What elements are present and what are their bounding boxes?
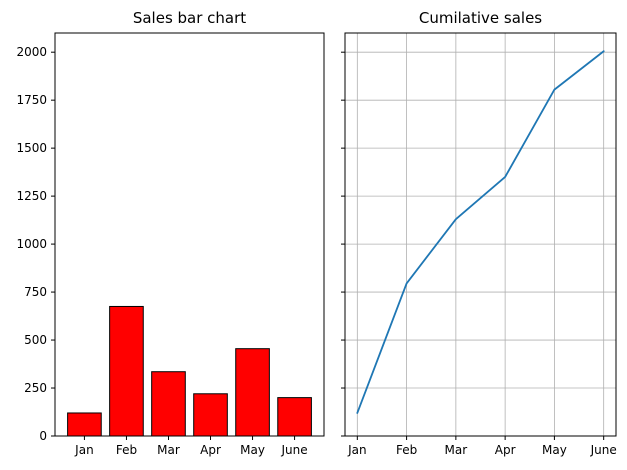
bar-chart-bars [67,305,312,437]
line-chart-ticks [341,51,605,440]
bar-chart-x-tick-labels: Jan Feb Mar Apr May June [74,443,307,457]
bar-y-tick-label: 250 [24,381,47,395]
line-x-tick-label: May [542,443,567,457]
bar-apr [193,393,228,437]
line-x-tick-label: Feb [396,443,417,457]
line-x-tick-label: Jan [347,443,367,457]
bar-x-tick-label: Apr [200,443,221,457]
line-chart-series [356,50,605,414]
bar-june [277,397,312,437]
bar-x-tick-label: June [281,443,308,457]
bar-x-tick-label: Mar [157,443,180,457]
bar-chart-title: Sales bar chart [133,9,246,27]
bar-y-tick-label: 750 [24,285,47,299]
bar-y-tick-label: 1750 [16,93,47,107]
line-chart-frame [344,32,617,437]
bar-chart-frame [54,32,325,437]
bar-chart-y-tick-labels: 0 250 500 750 1000 1250 1500 1750 2000 [16,45,47,443]
bar-y-tick-label: 1500 [16,141,47,155]
bar-x-tick-label: Jan [74,443,94,457]
line-x-tick-label: June [590,443,617,457]
bar-chart-panel: Sales bar chart 0 250 500 750 1000 1250 1500 17… [16,9,325,457]
bar-y-tick-label: 1250 [16,189,47,203]
bar-x-tick-label: Feb [116,443,137,457]
bar-feb [109,305,144,437]
bar-y-tick-label: 2000 [16,45,47,59]
bar-y-tick-label: 500 [24,333,47,347]
bar-jan [67,412,102,437]
bar-y-tick-label: 0 [39,429,47,443]
bar-chart-ticks [51,51,296,440]
bar-x-tick-label: May [240,443,265,457]
bar-may [235,348,270,437]
bar-mar [151,371,186,437]
line-chart-x-tick-labels: Jan Feb Mar Apr May June [347,443,617,457]
bar-y-tick-label: 1000 [16,237,47,251]
line-chart-title: Cumilative sales [419,9,542,27]
line-chart-panel: Cumilative sales Jan Feb Mar Apr May June [341,9,617,457]
line-x-tick-label: Mar [445,443,468,457]
line-x-tick-label: Apr [495,443,516,457]
line-chart-grid [345,33,616,437]
